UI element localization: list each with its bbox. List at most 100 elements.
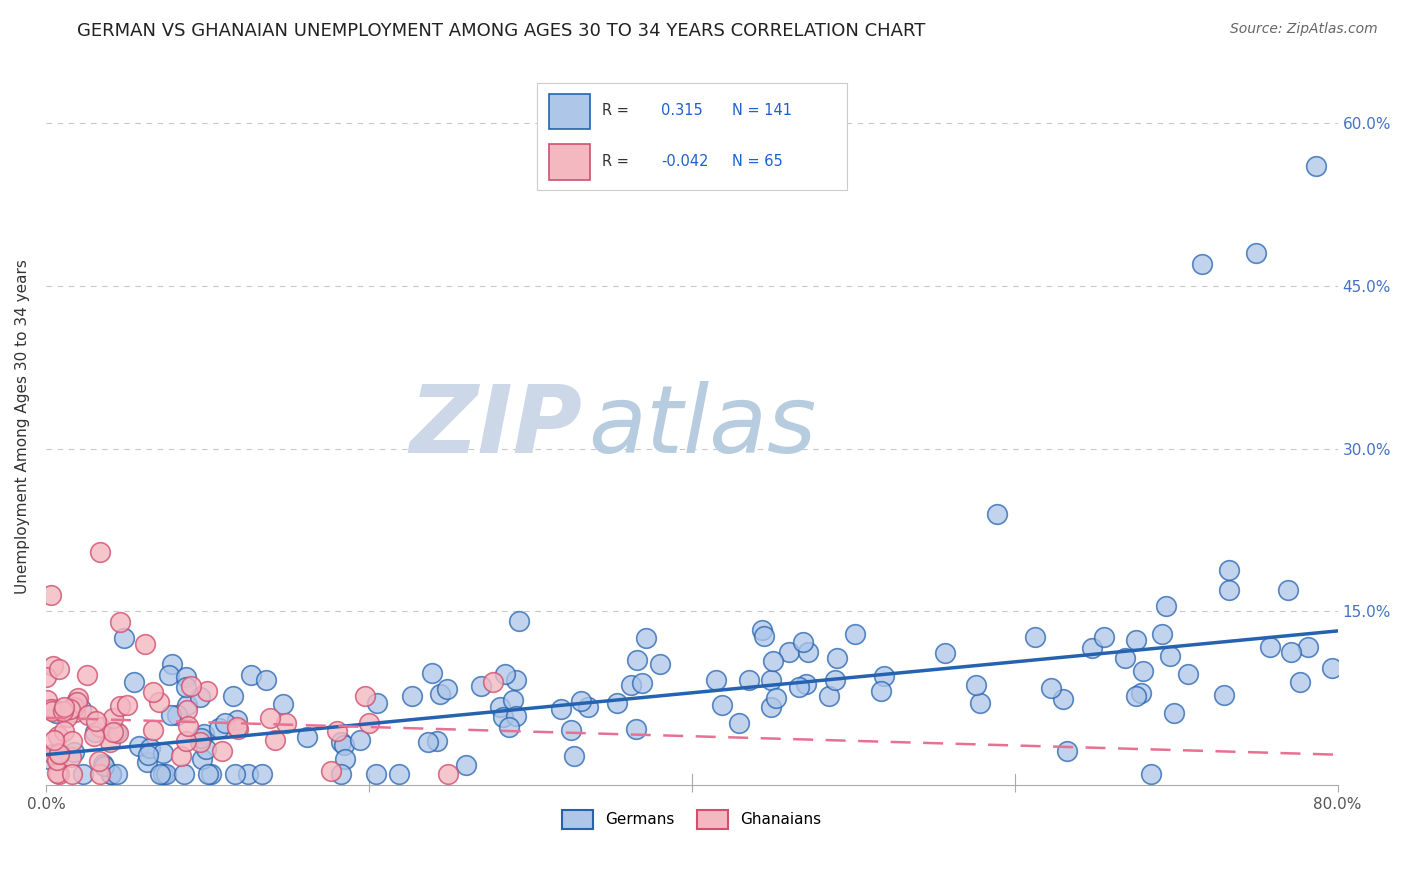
Point bbox=[76, 708, 98, 723]
Point bbox=[429, 687, 451, 701]
Point bbox=[197, 767, 219, 781]
Point bbox=[482, 675, 505, 690]
Point bbox=[89, 544, 111, 558]
Point bbox=[329, 735, 352, 749]
Point bbox=[738, 673, 761, 687]
Point bbox=[1056, 744, 1078, 758]
Point bbox=[489, 699, 512, 714]
Point bbox=[139, 740, 162, 755]
Point bbox=[162, 657, 184, 672]
Point bbox=[55, 710, 77, 724]
Point bbox=[41, 704, 63, 718]
Point bbox=[112, 631, 135, 645]
Point bbox=[619, 678, 641, 692]
Point bbox=[89, 754, 111, 768]
Point bbox=[634, 631, 657, 645]
Point bbox=[160, 708, 183, 723]
Point bbox=[48, 747, 70, 761]
Point bbox=[134, 637, 156, 651]
Point bbox=[562, 749, 585, 764]
Point bbox=[1052, 692, 1074, 706]
Point bbox=[259, 711, 281, 725]
Point bbox=[42, 747, 65, 762]
Point bbox=[148, 695, 170, 709]
Point bbox=[357, 715, 380, 730]
Point bbox=[35, 670, 58, 684]
Point bbox=[42, 658, 65, 673]
Point bbox=[794, 677, 817, 691]
Point bbox=[38, 752, 60, 766]
Point bbox=[366, 767, 388, 781]
Point bbox=[778, 645, 800, 659]
Point bbox=[333, 739, 356, 753]
Point bbox=[349, 732, 371, 747]
Point bbox=[333, 752, 356, 766]
Point bbox=[152, 767, 174, 781]
Point bbox=[98, 735, 121, 749]
Text: Source: ZipAtlas.com: Source: ZipAtlas.com bbox=[1230, 22, 1378, 37]
Point bbox=[250, 767, 273, 781]
Point bbox=[1092, 631, 1115, 645]
Point bbox=[986, 507, 1008, 521]
Point bbox=[191, 751, 214, 765]
Point bbox=[89, 767, 111, 781]
Point bbox=[91, 757, 114, 772]
Point bbox=[157, 668, 180, 682]
Point bbox=[550, 702, 572, 716]
Point bbox=[105, 767, 128, 781]
Point bbox=[1140, 767, 1163, 781]
Point bbox=[44, 701, 66, 715]
Point bbox=[498, 721, 520, 735]
Point bbox=[789, 680, 811, 694]
Point bbox=[1163, 706, 1185, 720]
Point bbox=[83, 730, 105, 744]
Point bbox=[45, 706, 67, 721]
Point bbox=[1191, 257, 1213, 271]
Point bbox=[101, 711, 124, 725]
Point bbox=[560, 723, 582, 738]
Point bbox=[52, 724, 75, 739]
Point bbox=[176, 698, 198, 712]
Point bbox=[188, 690, 211, 705]
Point bbox=[491, 710, 513, 724]
Point bbox=[149, 767, 172, 781]
Point bbox=[264, 733, 287, 747]
Point bbox=[176, 680, 198, 694]
Point bbox=[470, 679, 492, 693]
Point bbox=[59, 702, 82, 716]
Point bbox=[195, 684, 218, 698]
Point bbox=[63, 706, 86, 720]
Point bbox=[1320, 661, 1343, 675]
Point bbox=[152, 746, 174, 760]
Point bbox=[1277, 583, 1299, 598]
Point bbox=[174, 670, 197, 684]
Point bbox=[505, 673, 527, 688]
Point bbox=[1125, 689, 1147, 703]
Point bbox=[48, 662, 70, 676]
Point bbox=[226, 720, 249, 734]
Point bbox=[934, 646, 956, 660]
Point bbox=[104, 725, 127, 739]
Point bbox=[173, 767, 195, 781]
Point bbox=[62, 746, 84, 760]
Point bbox=[1039, 681, 1062, 695]
Point bbox=[100, 767, 122, 781]
Point bbox=[59, 749, 82, 764]
Point bbox=[52, 704, 75, 718]
Point bbox=[454, 758, 477, 772]
Point bbox=[765, 691, 787, 706]
Point bbox=[136, 748, 159, 763]
Point bbox=[1024, 630, 1046, 644]
Point bbox=[84, 724, 107, 739]
Point bbox=[751, 623, 773, 637]
Point bbox=[388, 767, 411, 781]
Point bbox=[1125, 633, 1147, 648]
Point bbox=[254, 673, 277, 688]
Point bbox=[425, 734, 447, 748]
Point bbox=[873, 669, 896, 683]
Point bbox=[1129, 686, 1152, 700]
Point bbox=[166, 708, 188, 723]
Point bbox=[870, 683, 893, 698]
Point bbox=[502, 693, 524, 707]
Point bbox=[711, 698, 734, 712]
